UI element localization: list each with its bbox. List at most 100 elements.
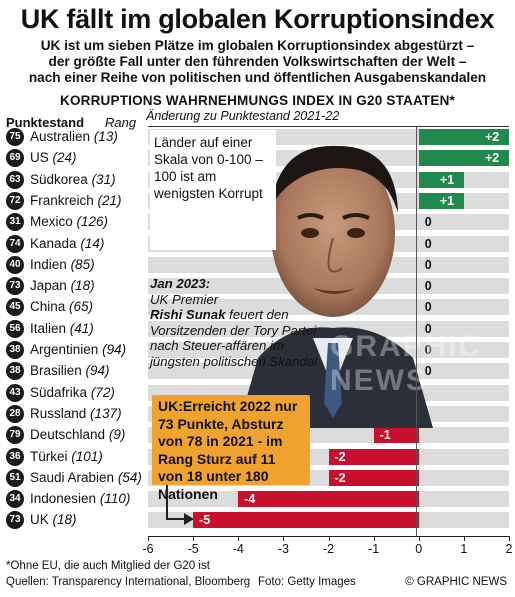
bar-value-label: -5 bbox=[199, 513, 211, 528]
change-header: Änderung zu Punktestand 2021-22 bbox=[146, 109, 340, 123]
bar bbox=[373, 427, 419, 444]
country-name: Türkei bbox=[30, 448, 68, 464]
country-label: Indonesien (110) bbox=[30, 490, 130, 508]
country-label: China (65) bbox=[30, 298, 93, 316]
score-badge: 56 bbox=[6, 319, 24, 338]
score-badge: 63 bbox=[6, 170, 24, 189]
bar-value-label: 0 bbox=[424, 321, 432, 336]
country-name: Südafrika bbox=[30, 384, 88, 400]
x-tick-label: 2 bbox=[505, 542, 513, 556]
country-name: Australien bbox=[30, 129, 91, 144]
bar bbox=[418, 129, 509, 145]
uk-callout: UK:Erreicht 2022 nur 73 Punkte, Absturz … bbox=[152, 395, 310, 502]
country-name: UK bbox=[30, 512, 49, 528]
bar-value-label: +1 bbox=[439, 193, 455, 208]
subtitle: UK ist um sieben Plätze im globalen Korr… bbox=[20, 38, 495, 86]
country-rank: (13) bbox=[93, 129, 118, 144]
country-label: Deutschland (9) bbox=[30, 426, 125, 444]
subtitle-line: der größte Fall unter den führenden Volk… bbox=[48, 54, 467, 69]
country-rank: (94) bbox=[102, 342, 127, 357]
x-tick-label: -4 bbox=[232, 542, 244, 556]
bar-value-label: 0 bbox=[424, 279, 432, 294]
bar bbox=[193, 512, 419, 529]
page-title: UK fällt im globalen Korruptionsindex bbox=[20, 4, 495, 34]
bar-value-label: 0 bbox=[424, 215, 432, 230]
annotation-rest: feuert den Vorsitzenden der Tory Partei … bbox=[150, 307, 318, 369]
copyright: © GRAPHIC NEWS bbox=[405, 576, 507, 588]
bar bbox=[238, 491, 419, 508]
watermark: GRAPHIC NEWS bbox=[330, 330, 483, 397]
country-label: US (24) bbox=[30, 149, 77, 167]
x-tick bbox=[373, 536, 375, 541]
country-rank: (94) bbox=[85, 363, 110, 379]
score-badge: 45 bbox=[6, 298, 24, 317]
country-label: Mexico (126) bbox=[30, 213, 108, 231]
x-tick bbox=[193, 536, 195, 541]
bar bbox=[418, 150, 509, 167]
x-tick-label: -1 bbox=[368, 542, 380, 556]
x-tick-label: 1 bbox=[460, 542, 468, 556]
x-tick bbox=[418, 536, 420, 541]
score-badge: 72 bbox=[6, 191, 24, 210]
country-name: Deutschland bbox=[30, 427, 106, 443]
legend-box: Länder auf einer Skala von 0-100 – 100 i… bbox=[150, 130, 276, 250]
bar-value-label: 0 bbox=[424, 343, 432, 357]
bar-value-label: 0 bbox=[424, 364, 432, 379]
x-tick bbox=[148, 536, 149, 541]
x-tick-label: -3 bbox=[277, 542, 289, 556]
bar-value-label: -2 bbox=[334, 470, 346, 485]
country-rank: (21) bbox=[97, 192, 122, 208]
country-name: Kanada bbox=[30, 235, 77, 251]
country-rank: (110) bbox=[99, 491, 131, 507]
score-header: Punktestand bbox=[6, 115, 85, 130]
country-name: China bbox=[30, 299, 66, 315]
country-rank: (14) bbox=[80, 235, 105, 251]
country-label: Saudi Arabien (54) bbox=[30, 469, 142, 487]
country-rank: (31) bbox=[91, 171, 116, 187]
country-rank: (101) bbox=[71, 448, 103, 464]
country-name: US bbox=[30, 150, 49, 166]
country-rank: (137) bbox=[90, 405, 122, 421]
bar bbox=[328, 469, 419, 486]
bar-value-label: 0 bbox=[424, 300, 432, 315]
score-badge: 73 bbox=[6, 277, 24, 296]
country-name: Italien bbox=[30, 320, 67, 336]
bar-value-label: 0 bbox=[424, 236, 432, 251]
country-name: Russland bbox=[30, 405, 87, 421]
country-label: Brasilien (94) bbox=[30, 362, 110, 380]
country-label: Kanada (14) bbox=[30, 235, 104, 253]
bar-value-label: +2 bbox=[485, 130, 500, 144]
country-rank: (72) bbox=[90, 384, 115, 400]
score-badge: 31 bbox=[6, 213, 24, 232]
score-badge: 34 bbox=[6, 490, 24, 509]
bar-value-label: -1 bbox=[379, 428, 391, 443]
sources: Quellen: Transparency International, Blo… bbox=[6, 576, 251, 588]
score-badge: 75 bbox=[6, 128, 24, 146]
country-name: Indonesien bbox=[30, 491, 97, 507]
subtitle-line: UK ist um sieben Plätze im globalen Korr… bbox=[40, 38, 475, 53]
country-rank: (85) bbox=[70, 256, 95, 272]
country-rank: (54) bbox=[117, 469, 142, 485]
score-badge: 79 bbox=[6, 426, 24, 445]
country-label: Südkorea (31) bbox=[30, 171, 116, 189]
x-tick bbox=[238, 536, 240, 541]
bar-value-label: +2 bbox=[485, 151, 500, 166]
country-rank: (18) bbox=[70, 278, 95, 294]
x-tick bbox=[509, 536, 510, 541]
score-badge: 38 bbox=[6, 362, 24, 381]
score-badge: 51 bbox=[6, 468, 24, 487]
country-label: Türkei (101) bbox=[30, 448, 103, 466]
country-name: Argentinien bbox=[30, 342, 99, 357]
annotation-name: Rishi Sunak bbox=[150, 307, 226, 322]
annotation-date: Jan 2023: bbox=[150, 276, 211, 291]
x-tick-label: -5 bbox=[187, 542, 199, 556]
score-badge: 38 bbox=[6, 341, 24, 359]
country-label: Argentinien (94) bbox=[30, 341, 126, 359]
x-tick bbox=[328, 536, 330, 541]
country-label: Frankreich (21) bbox=[30, 192, 122, 210]
callout-arrow-head bbox=[184, 513, 194, 525]
country-label: Indien (85) bbox=[30, 256, 95, 274]
bar bbox=[418, 171, 464, 188]
rank-header: Rang bbox=[105, 115, 137, 130]
annotation-line1: UK Premier bbox=[150, 291, 219, 307]
